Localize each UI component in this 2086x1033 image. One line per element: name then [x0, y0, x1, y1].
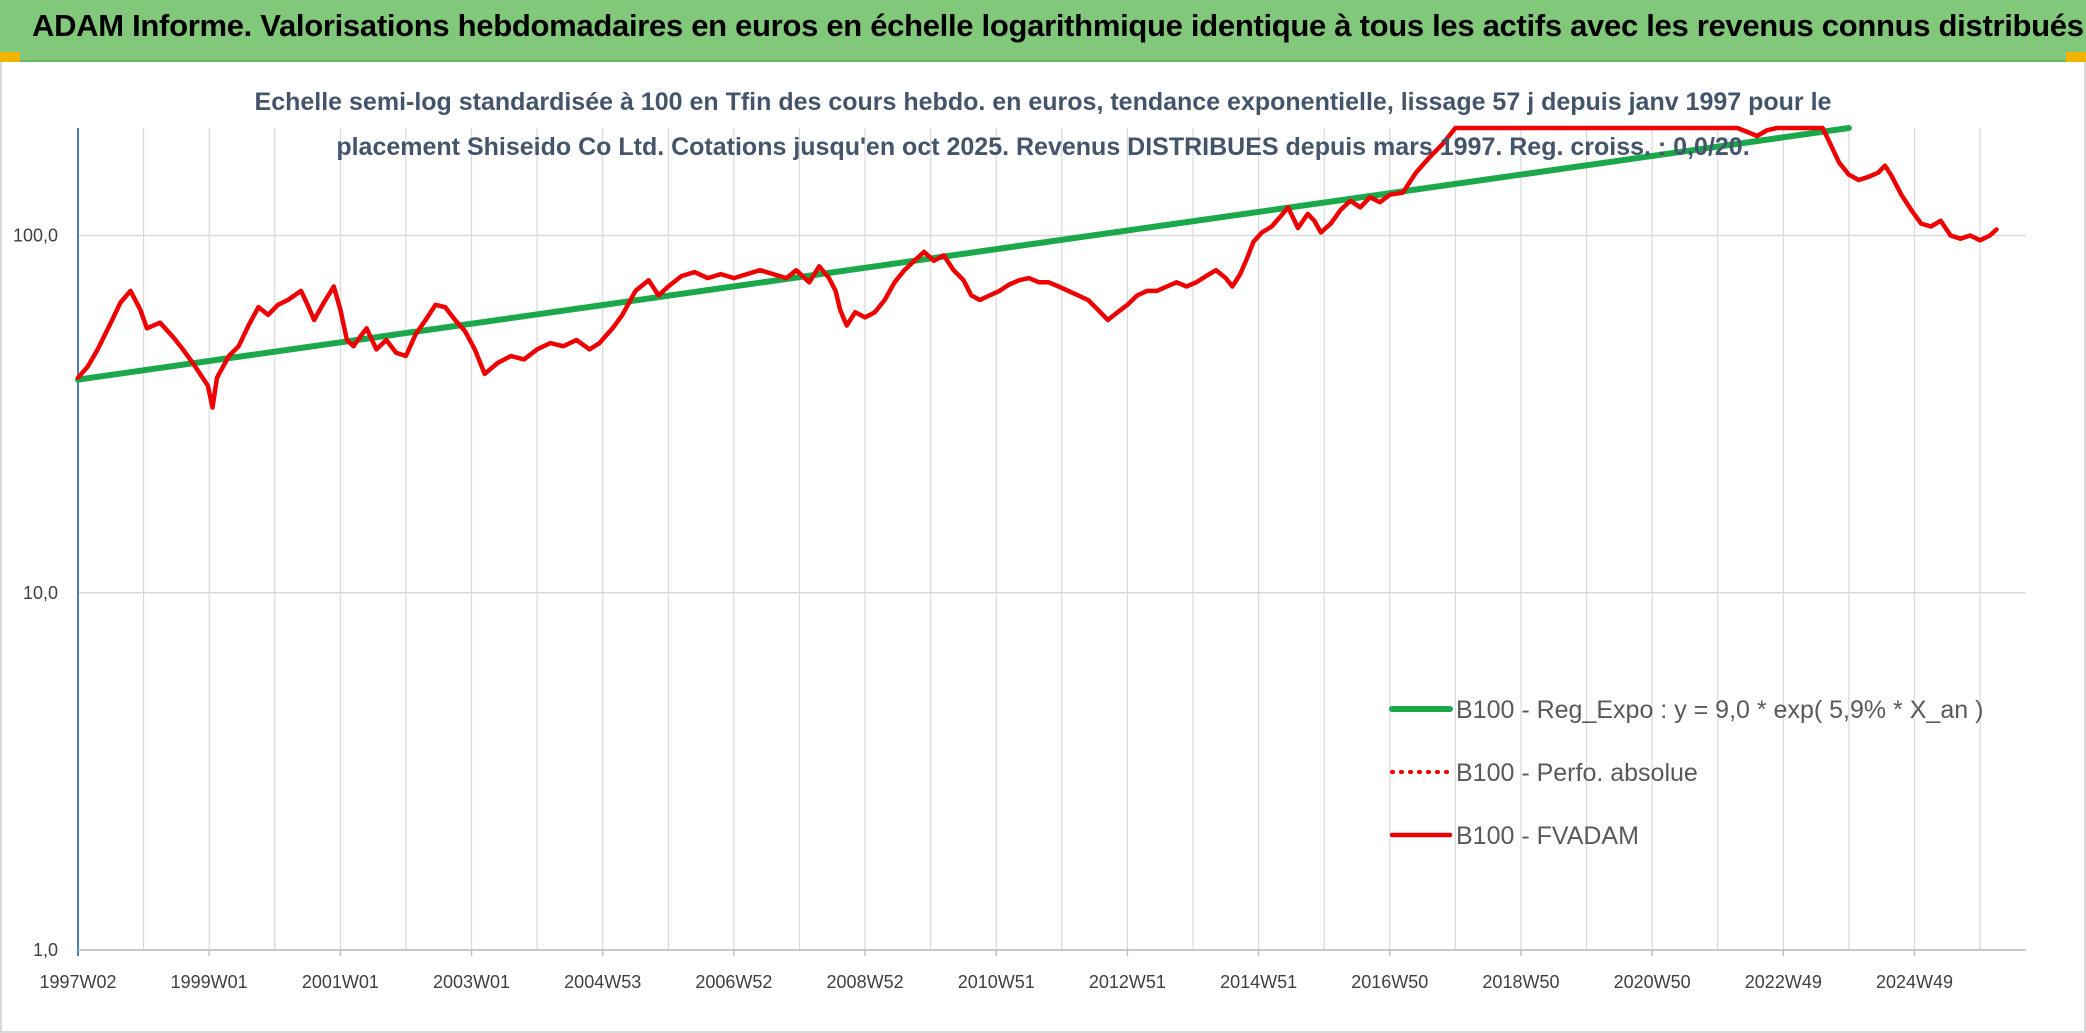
legend-label-trend: B100 - Reg_Expo : y = 9,0 * exp( 5,9% * …	[1456, 696, 1983, 724]
x-tick-label: 2020W50	[1614, 972, 1691, 992]
x-tick-label: 2004W53	[564, 972, 641, 992]
x-tick-label: 2024W49	[1876, 972, 1953, 992]
axes: 1,0 10,0 100,0 1997W02 1999W01 2001W01 2003W01…	[13, 128, 2026, 992]
chart-subtitle-line-1: Echelle semi-log standardisée à 100 en T…	[254, 88, 1832, 116]
x-tick-label: 2006W52	[695, 972, 772, 992]
y-tick-label: 1,0	[33, 940, 58, 960]
x-tick-label: 2018W50	[1482, 972, 1559, 992]
x-tick-label: 2001W01	[302, 972, 379, 992]
legend-label-perfo: B100 - Perfo. absolue	[1456, 759, 1698, 787]
x-tick-label: 2022W49	[1745, 972, 1822, 992]
page-title: ADAM Informe. Valorisations hebdomadaire…	[32, 8, 2084, 43]
x-tick-label: 2012W51	[1089, 972, 1166, 992]
x-tick-label: 2014W51	[1220, 972, 1297, 992]
x-tick-label: 2008W52	[827, 972, 904, 992]
y-tick-label: 100,0	[13, 226, 58, 246]
header-banner: ADAM Informe. Valorisations hebdomadaire…	[0, 0, 2086, 62]
series-lines	[75, 125, 1999, 410]
x-tick-label: 2016W50	[1351, 972, 1428, 992]
x-tick-label: 2010W51	[958, 972, 1035, 992]
x-tick-label: 2003W01	[433, 972, 510, 992]
chart-frame	[0, 62, 2086, 1033]
corner-marker-left	[0, 52, 20, 62]
gridlines	[78, 128, 2026, 951]
chart-subtitle-line-2: placement Shiseido Co Ltd. Cotations jus…	[336, 133, 1750, 161]
legend-label-fvadam: B100 - FVADAM	[1456, 822, 1639, 850]
corner-marker-right	[2066, 52, 2086, 62]
series-line-fvadam	[75, 125, 1999, 410]
x-tick-label: 1997W02	[39, 972, 116, 992]
legend: B100 - Reg_Expo : y = 9,0 * exp( 5,9% * …	[1389, 696, 1983, 850]
y-tick-label: 10,0	[23, 583, 58, 603]
x-tick-label: 1999W01	[171, 972, 248, 992]
series-line-trend	[75, 125, 1852, 383]
